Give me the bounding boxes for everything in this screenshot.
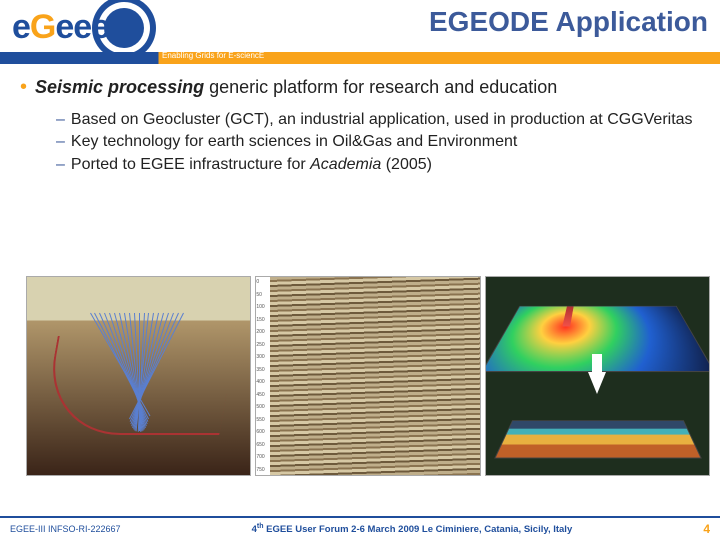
slide-header: eGeee EGEODE Application Enabling Grids … <box>0 0 720 58</box>
egee-logo: eGeee <box>6 2 156 58</box>
slide-number: 4 <box>703 522 710 536</box>
image-row: 0501001502002503003504004505005506006507… <box>26 276 710 476</box>
logo-text: eGeee <box>12 8 109 47</box>
main-bullet: •Seismic processing generic platform for… <box>20 74 706 100</box>
footer-left: EGEE-III INFSO-RI-222667 <box>10 524 121 534</box>
sub-bullet-list: –Based on Geocluster (GCT), an industria… <box>56 110 706 175</box>
main-bullet-bold: Seismic processing <box>35 77 204 97</box>
seismic-section-image: 0501001502002503003504004505005506006507… <box>255 276 480 476</box>
header-banner <box>0 52 720 64</box>
sub-bullet: –Key technology for earth sciences in Oi… <box>56 132 706 152</box>
slide-content: •Seismic processing generic platform for… <box>28 74 706 177</box>
main-bullet-rest: generic platform for research and educat… <box>204 77 557 97</box>
seismic-3d-image <box>485 276 710 476</box>
sub-bullet: –Based on Geocluster (GCT), an industria… <box>56 110 706 130</box>
seismic-raypath-image <box>26 276 251 476</box>
sub-bullet: –Ported to EGEE infrastructure for Acade… <box>56 155 706 175</box>
slide-title: EGEODE Application <box>429 6 708 38</box>
tagline: Enabling Grids for E-sciencE <box>162 51 264 60</box>
slide-footer: EGEE-III INFSO-RI-222667 4th EGEE User F… <box>0 516 720 540</box>
arrow-down-icon <box>588 372 606 394</box>
footer-center: 4th EGEE User Forum 2-6 March 2009 Le Ci… <box>121 523 704 535</box>
